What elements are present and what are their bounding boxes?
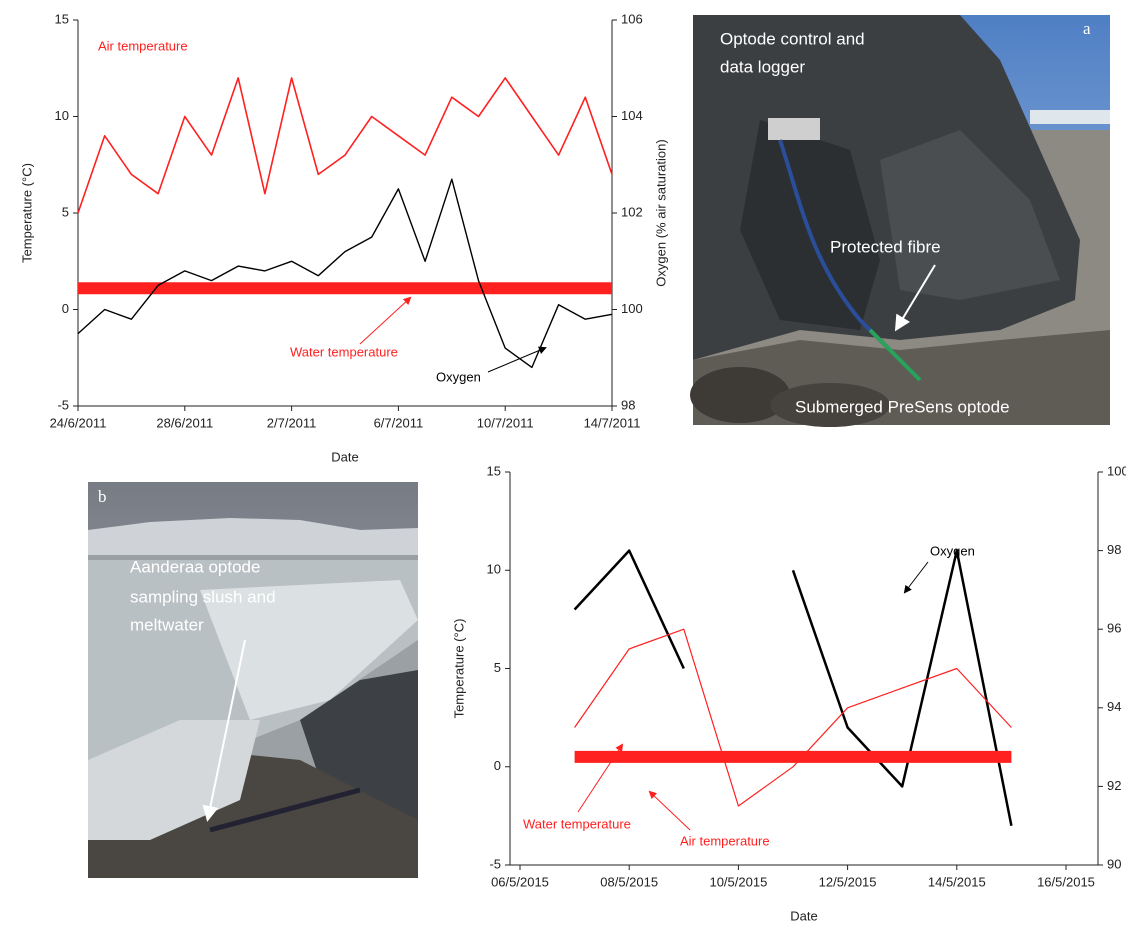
y-tick-label: 0 xyxy=(62,301,69,316)
series-annotation: Air temperature xyxy=(680,833,770,848)
series-line xyxy=(77,77,613,214)
y2-axis-label: Oxygen (% air saturation) xyxy=(653,139,668,286)
series-line xyxy=(77,178,613,369)
y-tick-label: 10 xyxy=(487,562,501,577)
x-tick-label: 6/7/2011 xyxy=(374,415,424,430)
series-line xyxy=(574,628,1012,807)
y-axis-label: Temperature (°C) xyxy=(19,163,34,263)
axis-frame xyxy=(509,472,1099,866)
y-tick-label: 0 xyxy=(494,758,501,773)
x-axis-label: Date xyxy=(790,908,817,923)
panel-label: a xyxy=(1083,19,1091,38)
y-tick-label: 5 xyxy=(494,660,501,675)
x-tick-label: 14/5/2015 xyxy=(928,874,986,889)
photo-caption: Submerged PreSens optode xyxy=(795,397,1010,416)
photo-caption: Aanderaa optode xyxy=(130,557,260,576)
annotation-arrow xyxy=(359,296,412,345)
x-tick-label: 14/7/2011 xyxy=(584,415,641,430)
y2-tick-label: 96 xyxy=(1107,621,1121,636)
photo-caption: Optode control and xyxy=(720,29,865,48)
x-tick-label: 24/6/2011 xyxy=(50,415,107,430)
photo-caption: Protected fibre xyxy=(830,237,941,256)
photo-caption: data logger xyxy=(720,57,805,76)
panel-label: b xyxy=(98,487,107,506)
x-tick-label: 08/5/2015 xyxy=(600,874,658,889)
photo-caption: sampling slush and xyxy=(130,587,276,606)
series-annotation: Water temperature xyxy=(290,344,398,359)
series-line xyxy=(573,549,1013,826)
photo-caption: meltwater xyxy=(130,615,204,634)
y-tick-label: 15 xyxy=(55,11,69,26)
series-annotation: Air temperature xyxy=(98,38,188,53)
y2-tick-label: 98 xyxy=(621,397,635,412)
y-tick-label: -5 xyxy=(57,397,69,412)
annotation-arrow xyxy=(487,346,547,373)
y2-tick-label: 94 xyxy=(1107,699,1121,714)
x-tick-label: 28/6/2011 xyxy=(156,415,213,430)
x-tick-label: 12/5/2015 xyxy=(819,874,877,889)
y2-tick-label: 104 xyxy=(621,108,643,123)
photo-a xyxy=(690,15,1110,427)
y2-tick-label: 106 xyxy=(621,11,643,26)
x-tick-label: 2/7/2011 xyxy=(267,415,317,430)
y2-tick-label: 100 xyxy=(1107,463,1126,478)
y2-tick-label: 90 xyxy=(1107,856,1121,871)
y-tick-label: 10 xyxy=(55,108,69,123)
photo-b xyxy=(88,482,418,878)
series-annotation: Oxygen xyxy=(436,369,481,384)
x-tick-label: 10/5/2015 xyxy=(709,874,767,889)
y-tick-label: 5 xyxy=(62,204,69,219)
x-tick-label: 16/5/2015 xyxy=(1037,874,1095,889)
x-axis-label: Date xyxy=(331,449,358,464)
y-tick-label: -5 xyxy=(489,856,501,871)
y-axis-label: Temperature (°C) xyxy=(451,619,466,719)
y2-tick-label: 102 xyxy=(621,204,643,219)
y2-tick-label: 100 xyxy=(621,301,643,316)
x-tick-label: 06/5/2015 xyxy=(491,874,549,889)
annotation-arrow xyxy=(903,561,929,594)
x-tick-label: 10/7/2011 xyxy=(477,415,534,430)
annotation-arrow xyxy=(577,743,624,813)
y-tick-label: 15 xyxy=(487,463,501,478)
series-annotation: Oxygen xyxy=(930,543,975,558)
series-annotation: Water temperature xyxy=(523,816,631,831)
y2-tick-label: 98 xyxy=(1107,542,1121,557)
annotation-arrow xyxy=(648,790,691,831)
y2-tick-label: 92 xyxy=(1107,778,1121,793)
